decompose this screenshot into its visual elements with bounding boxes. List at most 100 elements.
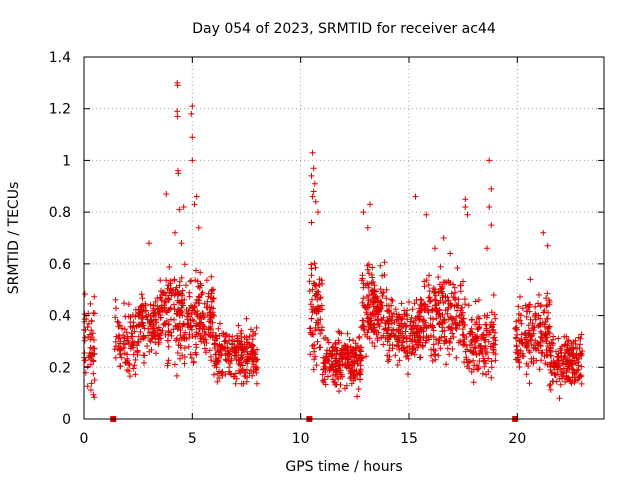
data-point bbox=[360, 323, 367, 330]
data-point bbox=[185, 324, 192, 331]
data-point bbox=[536, 291, 542, 298]
data-point bbox=[311, 348, 317, 355]
data-point bbox=[154, 305, 161, 312]
data-point bbox=[253, 369, 260, 376]
data-point bbox=[371, 343, 378, 350]
data-point bbox=[545, 309, 552, 316]
data-point bbox=[246, 340, 253, 347]
data-point bbox=[391, 319, 398, 326]
y-tick-label: 0.2 bbox=[49, 360, 71, 376]
data-point bbox=[176, 278, 183, 285]
data-point bbox=[137, 303, 144, 310]
data-point bbox=[148, 335, 155, 342]
data-point bbox=[111, 346, 118, 353]
data-point bbox=[197, 321, 204, 328]
data-point bbox=[369, 339, 376, 346]
data-point bbox=[419, 318, 426, 325]
data-point bbox=[86, 331, 93, 338]
data-point bbox=[211, 371, 217, 378]
data-point bbox=[482, 351, 489, 357]
data-point bbox=[425, 282, 432, 288]
data-point bbox=[315, 307, 322, 314]
data-point bbox=[525, 347, 532, 354]
data-point bbox=[546, 301, 553, 308]
data-point bbox=[84, 383, 91, 390]
data-point bbox=[365, 270, 372, 277]
data-point bbox=[377, 286, 384, 293]
data-point bbox=[364, 224, 371, 231]
data-point bbox=[402, 328, 409, 335]
data-point bbox=[319, 371, 326, 378]
data-point bbox=[538, 350, 545, 357]
data-point bbox=[418, 297, 425, 304]
data-point bbox=[121, 300, 128, 307]
data-point bbox=[218, 352, 225, 359]
data-point bbox=[332, 340, 339, 346]
data-point bbox=[364, 262, 371, 269]
data-point bbox=[371, 282, 378, 289]
data-point bbox=[249, 348, 256, 355]
data-point bbox=[379, 290, 385, 297]
data-point bbox=[235, 345, 242, 352]
data-point bbox=[91, 293, 98, 300]
data-point bbox=[312, 353, 319, 360]
data-point bbox=[165, 329, 172, 336]
data-point bbox=[234, 332, 241, 339]
data-point bbox=[150, 310, 157, 317]
data-point bbox=[406, 299, 412, 305]
data-point bbox=[453, 354, 460, 361]
data-point bbox=[317, 294, 324, 301]
data-point bbox=[164, 337, 171, 344]
data-point bbox=[193, 193, 200, 200]
data-point bbox=[357, 376, 363, 383]
data-point bbox=[314, 338, 321, 345]
data-point bbox=[176, 299, 182, 306]
data-point bbox=[394, 335, 401, 342]
y-tick-label: 1.4 bbox=[49, 50, 71, 66]
data-point bbox=[248, 367, 254, 374]
data-point bbox=[81, 337, 88, 344]
data-point bbox=[345, 353, 352, 359]
data-point bbox=[432, 356, 439, 363]
data-point bbox=[397, 330, 404, 337]
data-point bbox=[91, 337, 97, 343]
data-point bbox=[490, 292, 497, 298]
data-point bbox=[449, 346, 456, 352]
data-point bbox=[435, 289, 442, 296]
data-point bbox=[178, 274, 185, 281]
data-point bbox=[190, 307, 196, 314]
data-point bbox=[456, 319, 463, 326]
data-point bbox=[144, 343, 150, 349]
data-point bbox=[134, 347, 141, 354]
data-point bbox=[166, 296, 173, 303]
data-point bbox=[128, 333, 135, 340]
data-point bbox=[349, 358, 356, 365]
data-point bbox=[365, 304, 372, 311]
data-point bbox=[345, 362, 351, 369]
data-point bbox=[376, 308, 383, 315]
data-point bbox=[369, 274, 376, 281]
data-point bbox=[536, 366, 543, 373]
data-point bbox=[454, 265, 461, 271]
data-point bbox=[567, 360, 574, 367]
data-point bbox=[435, 352, 442, 359]
data-point bbox=[353, 345, 360, 352]
data-point bbox=[315, 209, 321, 216]
data-point bbox=[234, 338, 241, 345]
data-point bbox=[218, 369, 225, 376]
y-tick-label: 0.6 bbox=[49, 257, 71, 273]
data-point bbox=[426, 288, 433, 295]
data-point bbox=[430, 341, 437, 348]
data-point bbox=[158, 297, 165, 304]
data-point bbox=[466, 330, 473, 337]
data-point bbox=[326, 350, 333, 357]
data-point bbox=[556, 395, 563, 402]
data-point bbox=[515, 354, 522, 361]
data-point bbox=[207, 309, 214, 315]
data-point bbox=[378, 334, 385, 341]
data-point bbox=[312, 324, 319, 331]
data-point bbox=[436, 335, 443, 342]
data-point bbox=[139, 320, 146, 327]
data-point bbox=[537, 343, 544, 350]
data-point bbox=[359, 317, 366, 324]
